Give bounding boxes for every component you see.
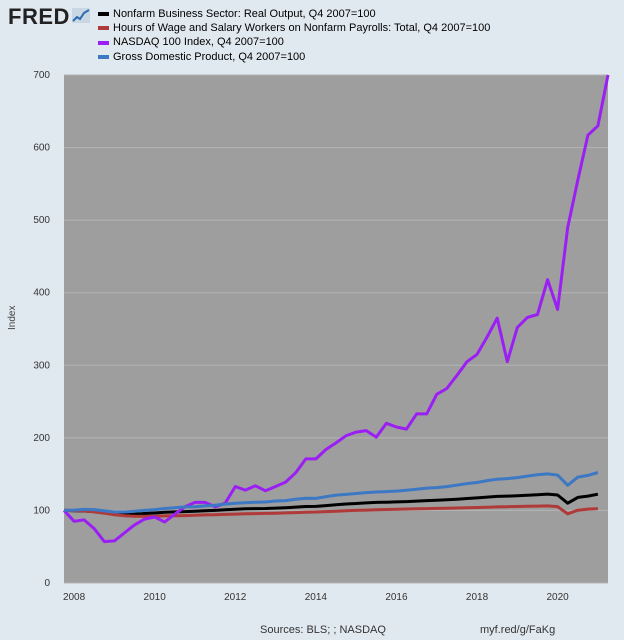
series-line-nasdaq <box>62 74 610 544</box>
x-tick-label: 2008 <box>63 592 86 603</box>
y-tick-label: 200 <box>33 433 50 444</box>
footer-link[interactable]: myf.red/g/FaKg <box>480 624 556 636</box>
series-line-real-output <box>63 492 599 516</box>
y-tick-label: 500 <box>33 215 50 226</box>
y-tick-label: 0 <box>44 578 50 589</box>
legend-label-nasdaq: NASDAQ 100 Index, Q4 2007=100 <box>113 36 284 49</box>
legend-swatch-gdp <box>98 54 109 59</box>
chart-legend: Nonfarm Business Sector: Real Output, Q4… <box>98 7 490 64</box>
legend-item-hours[interactable]: Hours of Wage and Salary Workers on Nonf… <box>98 21 490 35</box>
x-tick-label: 2016 <box>385 592 408 603</box>
x-tick-label: 2014 <box>305 592 328 603</box>
x-tick-label: 2020 <box>547 592 570 603</box>
legend-item-gdp[interactable]: Gross Domestic Product, Q4 2007=100 <box>98 50 490 64</box>
legend-swatch-real-output <box>98 12 109 17</box>
y-tick-label: 300 <box>33 360 50 371</box>
x-tick-label: 2012 <box>224 592 247 603</box>
x-tick-label: 2010 <box>144 592 167 603</box>
legend-label-gdp: Gross Domestic Product, Q4 2007=100 <box>113 50 306 63</box>
trend-line-icon <box>72 8 90 23</box>
legend-swatch-hours <box>98 26 109 31</box>
y-tick-label: 600 <box>33 143 50 154</box>
y-tick-label: 100 <box>33 505 50 516</box>
footer-sources: Sources: BLS; ; NASDAQ <box>260 624 386 636</box>
y-tick-label: 400 <box>33 288 50 299</box>
legend-swatch-nasdaq <box>98 40 109 45</box>
legend-item-real-output[interactable]: Nonfarm Business Sector: Real Output, Q4… <box>98 7 490 21</box>
series-line-gdp <box>63 471 599 514</box>
x-tick-label: 2018 <box>466 592 489 603</box>
y-tick-label: 700 <box>33 70 50 81</box>
legend-label-real-output: Nonfarm Business Sector: Real Output, Q4… <box>113 8 376 20</box>
legend-item-nasdaq[interactable]: NASDAQ 100 Index, Q4 2007=100 <box>98 35 490 49</box>
legend-label-hours: Hours of Wage and Salary Workers on Nonf… <box>113 22 491 35</box>
fred-logo[interactable]: FRED <box>8 4 70 29</box>
